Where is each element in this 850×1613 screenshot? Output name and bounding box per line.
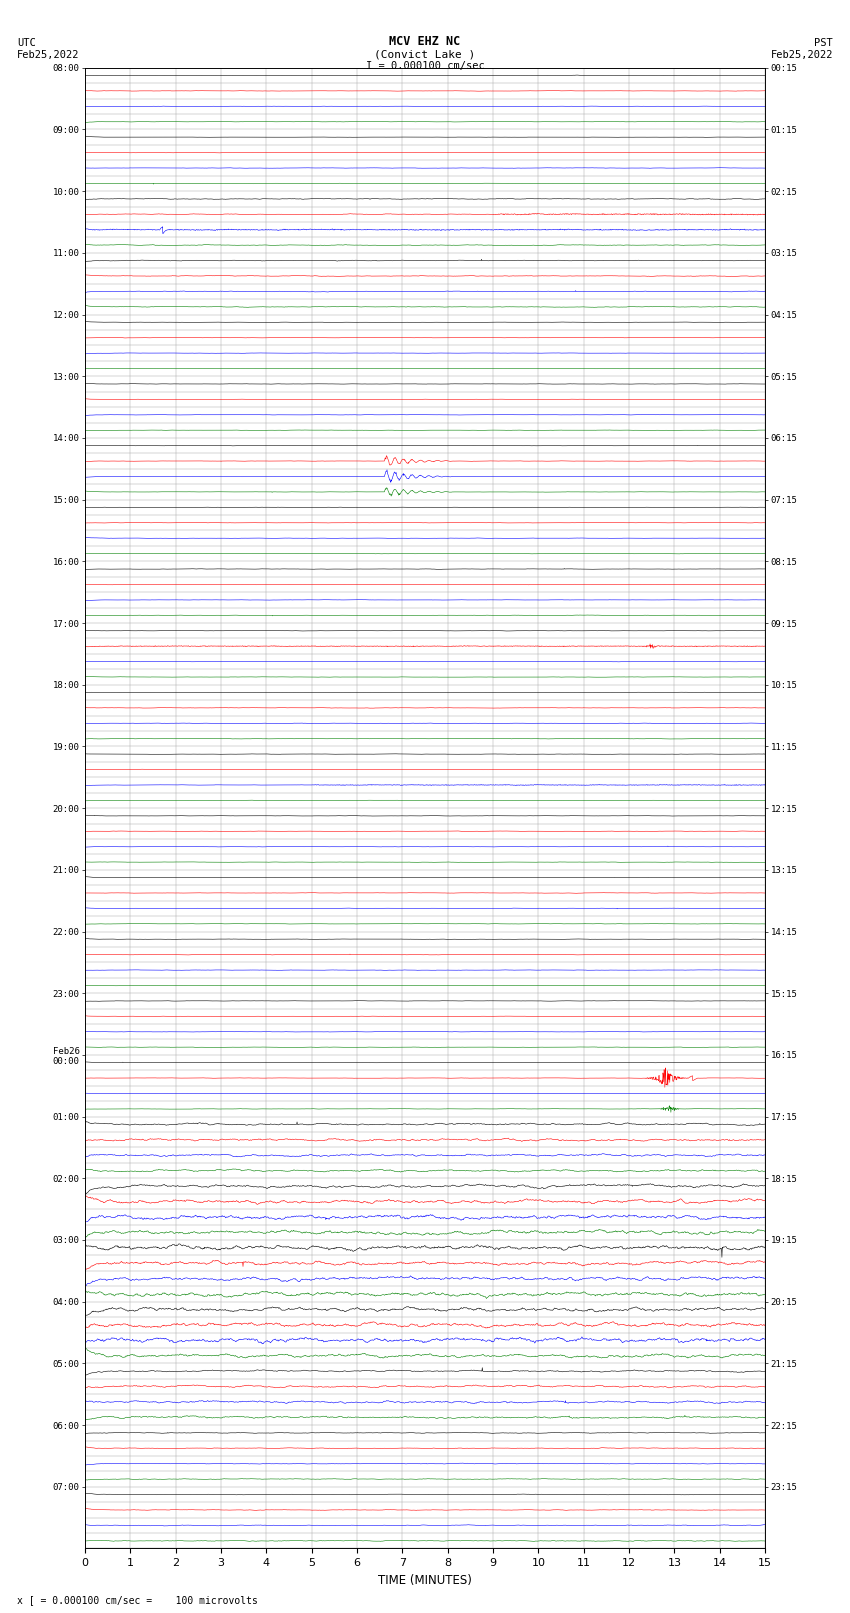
- Text: I = 0.000100 cm/sec: I = 0.000100 cm/sec: [366, 61, 484, 71]
- Text: x [ = 0.000100 cm/sec =    100 microvolts: x [ = 0.000100 cm/sec = 100 microvolts: [17, 1595, 258, 1605]
- Text: (Convict Lake ): (Convict Lake ): [374, 50, 476, 60]
- X-axis label: TIME (MINUTES): TIME (MINUTES): [378, 1574, 472, 1587]
- Text: Feb25,2022: Feb25,2022: [770, 50, 833, 60]
- Text: UTC: UTC: [17, 39, 36, 48]
- Text: Feb25,2022: Feb25,2022: [17, 50, 80, 60]
- Text: MCV EHZ NC: MCV EHZ NC: [389, 35, 461, 48]
- Text: PST: PST: [814, 39, 833, 48]
